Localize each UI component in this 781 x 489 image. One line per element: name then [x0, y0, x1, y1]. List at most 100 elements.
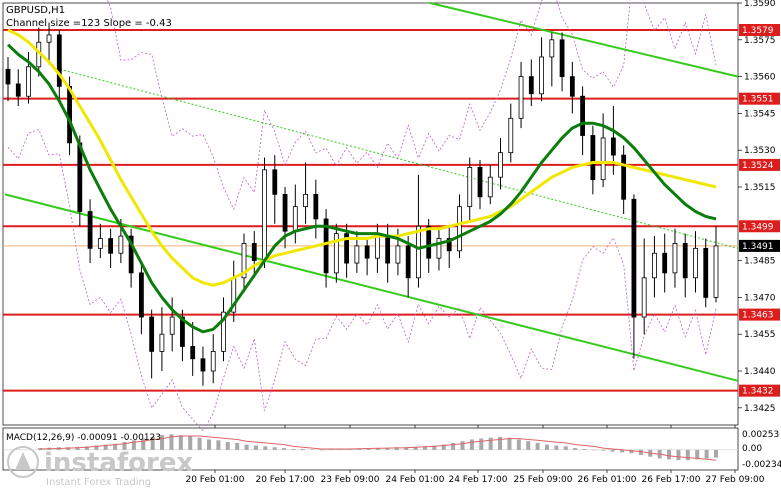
macd-histogram-bar	[244, 444, 249, 450]
macd-histogram-bar	[479, 438, 484, 450]
candle	[15, 69, 21, 107]
y-tick-label: 1.3590	[744, 0, 776, 9]
candle-body	[467, 166, 473, 208]
candle	[662, 233, 668, 293]
candle-body	[77, 142, 83, 212]
x-tick-label: 26 Feb 01:00	[577, 475, 636, 485]
candle	[138, 265, 144, 335]
channel-mid-line	[59, 68, 739, 249]
macd-histogram-bar	[394, 447, 399, 450]
macd-histogram-bar	[432, 445, 437, 450]
candle-body	[559, 39, 565, 78]
macd-histogram-bar	[122, 442, 127, 450]
macd-tick-bottom: -0.00234	[742, 460, 781, 470]
macd-histogram-bar	[150, 436, 155, 450]
candle-body	[405, 245, 411, 279]
candle	[344, 223, 350, 278]
macd-histogram-bar	[676, 449, 681, 461]
candle-body	[580, 95, 586, 136]
macd-histogram-bar	[422, 446, 427, 450]
macd-histogram-bar	[131, 440, 136, 450]
level-tag-1.3524	[739, 158, 780, 171]
macd-histogram-bar	[216, 440, 221, 450]
candle	[580, 86, 586, 156]
level-tag-1.3463	[739, 308, 780, 321]
candle	[559, 32, 565, 92]
candle-body	[590, 135, 596, 181]
macd-histogram-bar	[667, 449, 672, 460]
macd-histogram-bar	[376, 448, 380, 450]
macd-histogram-bar	[300, 448, 305, 450]
candle	[108, 228, 114, 268]
candle-body	[693, 247, 698, 279]
candle	[682, 233, 688, 298]
channel-upper-line	[429, 2, 739, 78]
x-tick-label: 25 Feb 09:00	[513, 475, 572, 485]
candle	[652, 236, 657, 298]
candle-body	[241, 243, 247, 279]
candle-body	[436, 238, 442, 259]
candle	[549, 32, 555, 87]
logo-emblem-icon	[7, 446, 39, 478]
candle-body	[652, 252, 657, 279]
candle-body	[344, 233, 350, 264]
level-tag-1.3432	[739, 384, 780, 397]
candle-body	[251, 243, 257, 262]
candle-body	[282, 193, 288, 232]
macd-histogram-bar	[704, 449, 709, 459]
level-label-1.3579: 1.3579	[742, 26, 774, 36]
level-label-1.3551: 1.3551	[742, 95, 774, 105]
y-tick-label: 1.3425	[744, 404, 776, 414]
macd-histogram-bar	[84, 446, 89, 450]
candle-body	[549, 39, 555, 58]
macd-histogram-bar	[535, 442, 540, 450]
macd-histogram-bar	[207, 439, 211, 450]
macd-histogram-bar	[638, 449, 643, 455]
ma-green-line	[6, 43, 717, 334]
price-pane-frame	[2, 2, 739, 426]
candle-body	[374, 235, 380, 259]
candle-body	[46, 34, 52, 43]
current-price-tag	[739, 239, 780, 252]
macd-histogram-bar	[516, 439, 521, 450]
macd-histogram-bar	[178, 435, 183, 450]
candle-body	[631, 198, 637, 318]
candle	[631, 194, 637, 359]
macd-histogram-bar	[235, 442, 240, 450]
candle-body	[416, 225, 421, 279]
macd-histogram-bar	[601, 449, 606, 451]
macd-histogram-bar	[582, 448, 587, 450]
macd-histogram-bar	[263, 446, 268, 450]
candle	[159, 307, 165, 372]
macd-histogram-bar	[441, 444, 446, 450]
candle	[210, 334, 216, 384]
candle-body	[457, 206, 462, 252]
candle	[200, 346, 206, 386]
candle	[97, 223, 103, 259]
macd-histogram-bar	[413, 446, 418, 450]
candle-body	[621, 154, 627, 200]
candle	[641, 238, 647, 335]
candle-body	[180, 316, 185, 347]
candle	[518, 61, 524, 129]
x-tick-label: 20 Feb 01:00	[185, 475, 244, 485]
candle-body	[498, 152, 503, 178]
candle-body	[528, 76, 534, 95]
level-label-1.3524: 1.3524	[742, 161, 774, 171]
candle-body	[87, 211, 93, 249]
candle	[446, 226, 452, 268]
level-label-1.3463: 1.3463	[742, 311, 774, 321]
candle-body	[303, 193, 308, 208]
y-tick-label: 1.3440	[744, 367, 776, 377]
y-tick-label: 1.3470	[744, 293, 776, 303]
macd-histogram-bar	[620, 449, 625, 453]
macd-histogram-bar	[310, 449, 315, 450]
candle-body	[5, 68, 11, 85]
logo-tagline: Instant Forex Trading	[46, 477, 151, 488]
candle-body	[169, 316, 175, 335]
candle-body	[15, 83, 21, 97]
candle-body	[354, 245, 360, 264]
macd-histogram-bar	[319, 449, 324, 451]
candle-body	[610, 137, 616, 156]
macd-histogram-bar	[169, 434, 174, 450]
